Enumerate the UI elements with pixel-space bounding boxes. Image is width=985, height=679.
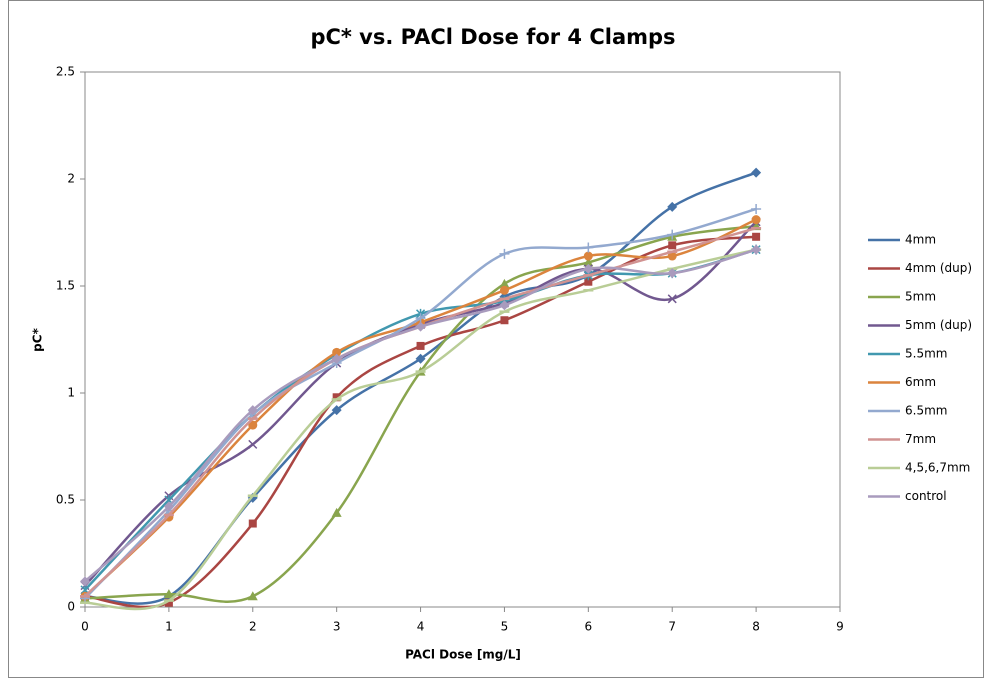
data-point [583,257,594,267]
legend-label: 6.5mm [905,404,947,418]
data-point [668,241,677,250]
data-point [667,268,678,279]
data-point [164,598,173,607]
data-point [248,439,258,449]
legend-label: 5mm (dup) [905,318,972,332]
data-point [332,393,341,402]
data-point [247,405,258,416]
data-point [415,353,426,364]
legend-label: 4mm (dup) [905,261,972,275]
data-point [331,507,342,517]
legend-label: 4,5,6,7mm [905,461,970,475]
data-point [499,278,510,288]
data-point [415,321,426,332]
y-tick-label: 0.5 [56,493,75,507]
y-tick-label: 2 [67,172,75,186]
data-point [751,203,762,214]
series-line [84,248,757,583]
data-point [667,201,678,212]
y-axis-title: pC* [31,327,45,351]
x-tick-label: 6 [585,620,593,634]
data-point [331,353,342,364]
data-point [500,316,509,325]
legend-label: 6mm [905,375,936,389]
data-point [583,263,594,274]
data-point [751,167,762,178]
data-point [667,229,678,240]
y-tick-label: 1 [67,386,75,400]
data-point [248,420,258,430]
x-tick-label: 2 [249,620,257,634]
x-axis-title: PACl Dose [mg/L] [405,648,521,662]
x-tick-label: 0 [81,620,89,634]
data-point [667,294,677,304]
data-point [415,313,426,324]
series-line [84,207,757,600]
data-point [499,300,510,311]
series-line [84,218,757,598]
legend-label: 7mm [905,432,936,446]
y-tick-label: 1.5 [56,279,75,293]
x-tick-label: 7 [668,620,676,634]
data-point [416,341,425,350]
x-tick-label: 9 [836,620,844,634]
series-line [84,248,757,611]
x-tick-label: 4 [417,620,425,634]
series-line [84,248,757,591]
x-tick-label: 8 [752,620,760,634]
x-tick-label: 3 [333,620,341,634]
data-point [80,576,90,587]
data-point [583,242,594,253]
legend-label: control [905,489,947,503]
x-tick-label: 1 [165,620,173,634]
legend-label: 5mm [905,290,936,304]
data-point [332,347,342,357]
legend-label: 4mm [905,233,936,247]
data-point [583,251,593,261]
data-point [248,519,257,528]
data-point [751,215,761,225]
x-tick-label: 5 [501,620,509,634]
data-point [499,285,509,295]
chart-frame [8,0,984,678]
plot-area [84,71,841,608]
data-point [499,248,510,259]
legend-label: 5.5mm [905,347,947,361]
data-point [751,244,762,255]
data-point [584,277,593,286]
chart-title: pC* vs. PACl Dose for 4 Clamps [310,25,675,49]
y-tick-label: 0 [67,600,75,614]
data-point [163,501,174,512]
data-point [163,589,174,599]
y-tick-label: 2.5 [56,65,75,79]
data-point [752,232,761,241]
data-point [667,251,677,261]
data-point [331,405,342,416]
data-point [247,591,258,601]
